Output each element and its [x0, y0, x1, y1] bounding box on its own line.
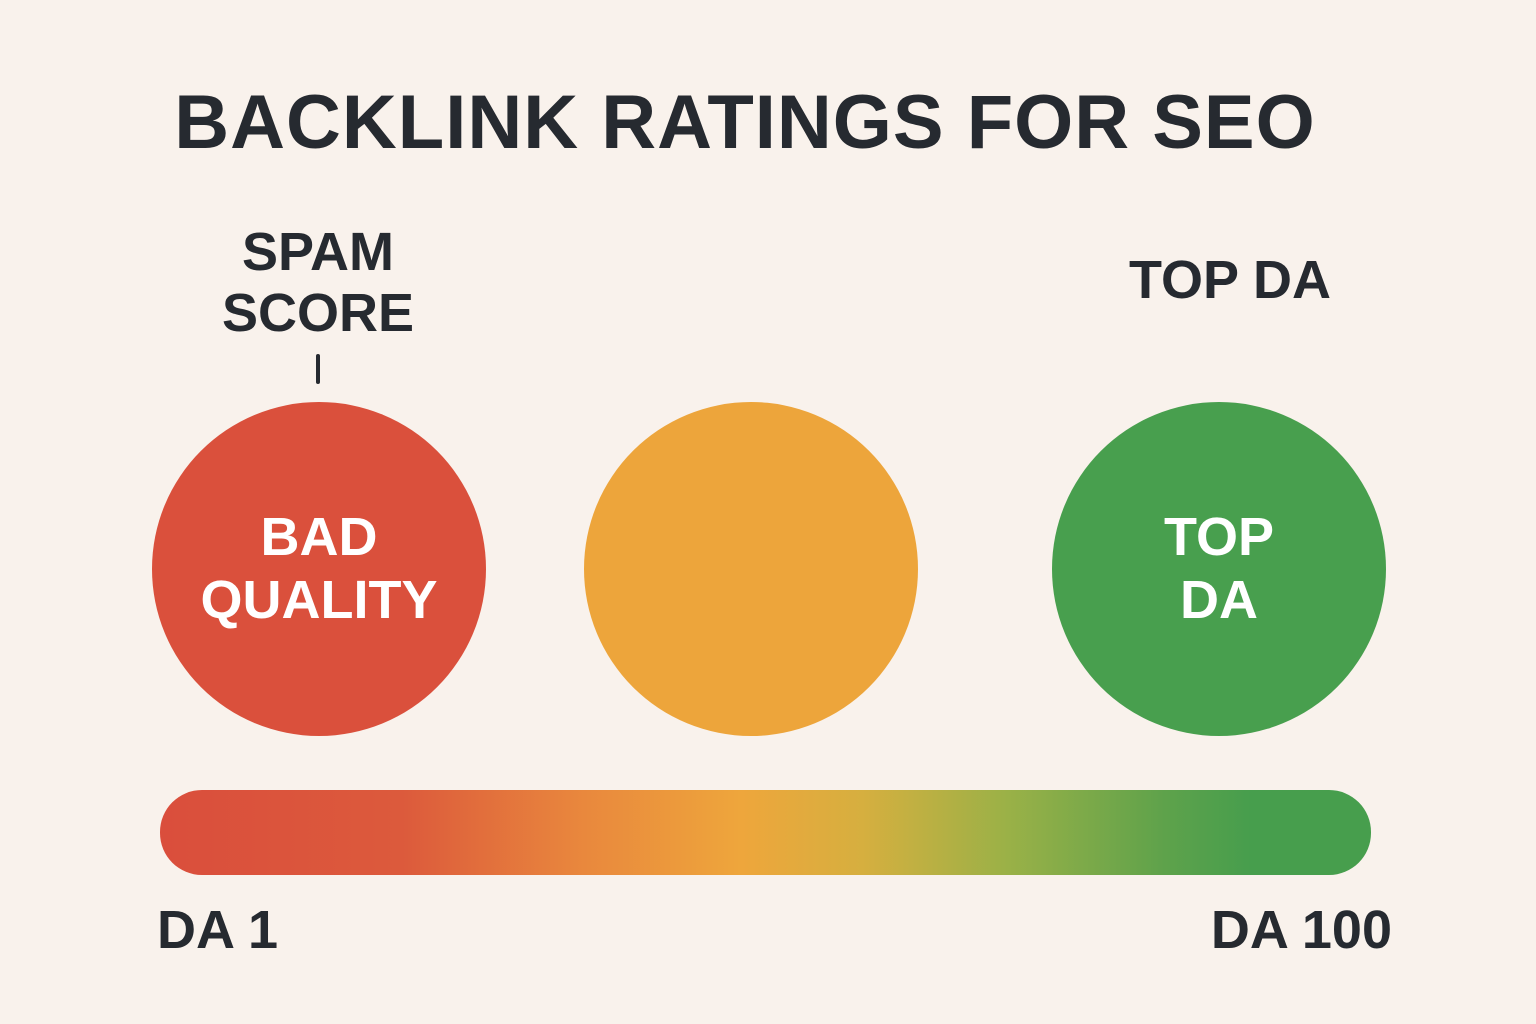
- medium-quality-circle: [584, 402, 918, 736]
- top-da-circle: TOP DA: [1052, 402, 1386, 736]
- spam-score-label: SPAM SCORE: [198, 222, 438, 344]
- page-title: BACKLINK RATINGS FOR SEO: [174, 80, 1316, 165]
- bad-quality-circle-line-2: QUALITY: [200, 570, 438, 630]
- scale-max-label: DA 100: [1210, 900, 1392, 960]
- bad-quality-circle: BAD QUALITY: [152, 402, 486, 736]
- scale-min-label: DA 1: [157, 900, 279, 960]
- bad-quality-circle-line-1: BAD: [260, 507, 378, 567]
- da-gradient-scale-bar: [160, 790, 1371, 875]
- spam-score-label-line-1: SPAM: [241, 222, 394, 282]
- spam-score-pointer: [316, 354, 320, 384]
- spam-score-label-line-2: SCORE: [221, 283, 415, 343]
- top-da-label: TOP DA: [1128, 250, 1332, 310]
- top-da-circle-line-2: DA: [1180, 570, 1258, 630]
- top-da-circle-line-1: TOP: [1163, 507, 1275, 567]
